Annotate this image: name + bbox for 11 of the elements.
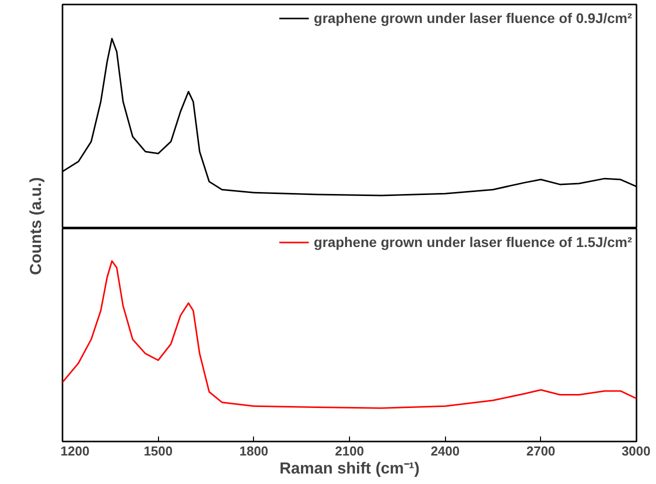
x-tick-label: 2400 [430, 444, 460, 458]
x-tick-label: 1500 [144, 444, 173, 458]
x-tick-label: 3000 [622, 444, 650, 458]
legend-label: graphene grown under laser fluence of 1.5J/cm² [314, 234, 632, 250]
x-tick-label: 2100 [335, 444, 364, 458]
y-axis-title: Counts (a.u.) [28, 177, 45, 275]
x-axis-title: Raman shift (cm⁻¹) [279, 460, 420, 478]
x-tick-label: 1200 [60, 444, 90, 458]
x-tick-label: 2700 [526, 444, 556, 458]
legend-label: graphene grown under laser fluence of 0.9J/cm² [314, 10, 632, 26]
x-tick-label: 1800 [239, 444, 268, 458]
